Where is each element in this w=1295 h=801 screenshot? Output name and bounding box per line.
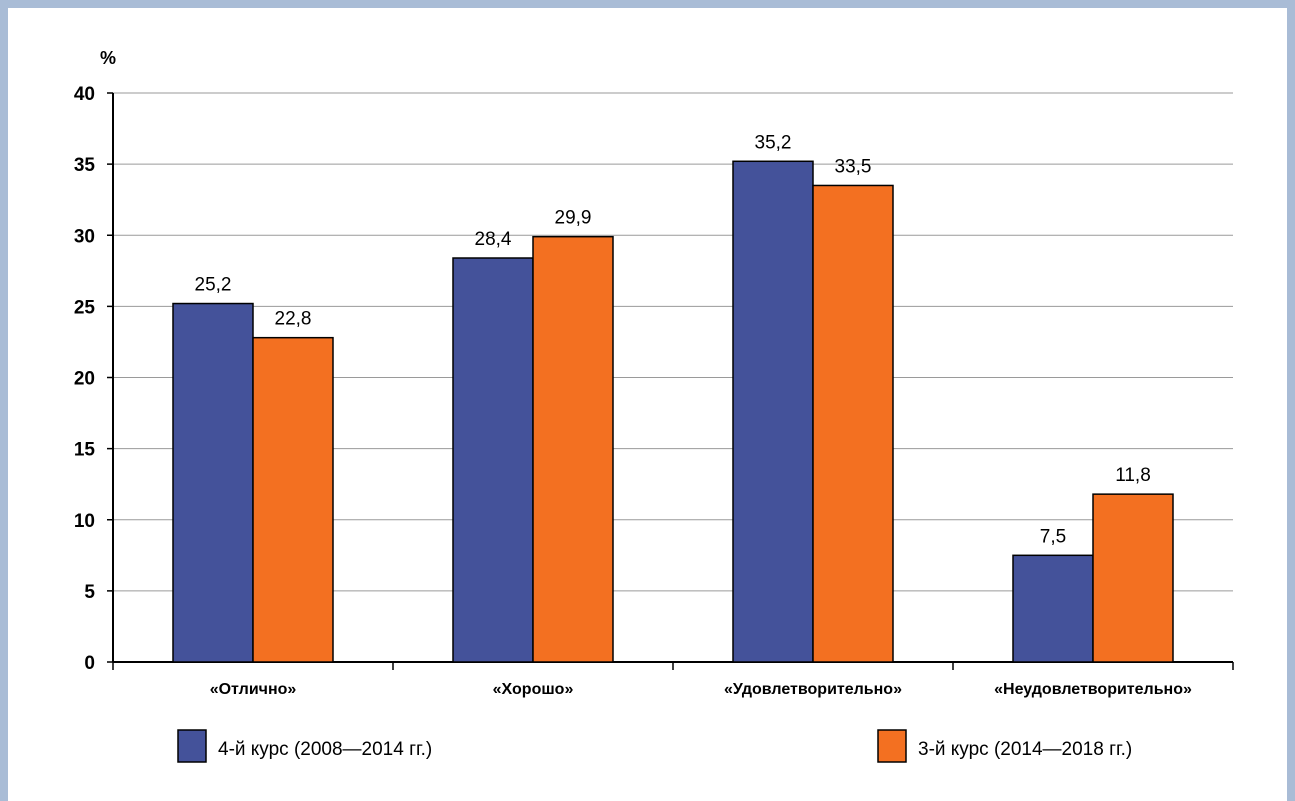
bar <box>732 160 814 663</box>
bar <box>452 257 534 663</box>
y-tick-label: 5 <box>84 582 95 603</box>
y-tick-label: 30 <box>74 226 95 247</box>
category-label: «Хорошо» <box>493 681 574 698</box>
y-tick-label: 15 <box>74 440 96 461</box>
data-label: 33,5 <box>835 156 872 177</box>
bar <box>1012 554 1094 663</box>
y-axis-unit: % <box>100 48 116 68</box>
data-label: 29,9 <box>555 208 592 229</box>
y-tick-label: 10 <box>74 511 95 532</box>
data-label: 25,2 <box>195 275 232 296</box>
legend-label: 4-й курс (2008—2014 гг.) <box>218 739 432 760</box>
y-tick-label: 25 <box>74 297 96 318</box>
y-tick-label: 20 <box>74 369 95 390</box>
legend-swatch <box>177 729 207 763</box>
category-label: «Неудовлетворительно» <box>994 681 1192 698</box>
bar <box>812 184 894 663</box>
y-tick-label: 0 <box>84 653 95 674</box>
legend-swatch <box>877 729 907 763</box>
data-label: 22,8 <box>275 309 312 330</box>
bar <box>252 336 334 663</box>
bar <box>532 235 614 663</box>
data-label: 11,8 <box>1115 465 1151 486</box>
data-label: 7,5 <box>1040 526 1066 547</box>
y-tick-label: 40 <box>74 84 95 105</box>
category-label: «Отлично» <box>210 681 297 698</box>
legend-label: 3-й курс (2014—2018 гг.) <box>918 739 1132 760</box>
bar <box>1092 493 1174 663</box>
category-label: «Удовлетворительно» <box>724 681 902 698</box>
bar <box>172 302 254 663</box>
data-label: 28,4 <box>475 229 512 250</box>
y-tick-label: 35 <box>74 155 96 176</box>
data-label: 35,2 <box>755 132 792 153</box>
